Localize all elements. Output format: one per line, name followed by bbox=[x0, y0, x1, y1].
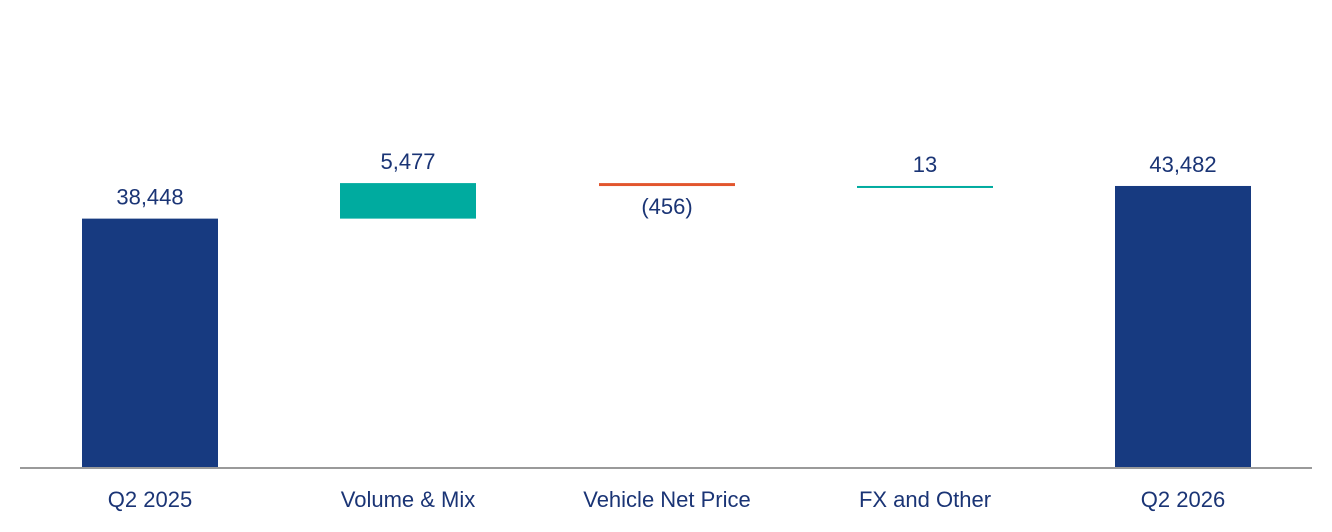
value-label-fx-and-other: 13 bbox=[913, 152, 937, 177]
bars-layer bbox=[82, 183, 1251, 468]
category-label-volume-mix: Volume & Mix bbox=[341, 487, 476, 512]
category-label-fx-and-other: FX and Other bbox=[859, 487, 991, 512]
value-label-vehicle-net-price: (456) bbox=[641, 194, 692, 219]
value-labels-layer: 38,448 5,477 (456) 13 43,482 bbox=[116, 149, 1216, 219]
category-label-q2-2026: Q2 2026 bbox=[1141, 487, 1225, 512]
category-label-vehicle-net-price: Vehicle Net Price bbox=[583, 487, 751, 512]
category-labels-layer: Q2 2025 Volume & Mix Vehicle Net Price F… bbox=[108, 487, 1225, 512]
value-label-volume-mix: 5,477 bbox=[380, 149, 435, 174]
category-label-q2-2025: Q2 2025 bbox=[108, 487, 192, 512]
bar-q2-2026 bbox=[1115, 185, 1251, 468]
bar-volume-mix bbox=[340, 183, 476, 219]
value-label-q2-2026: 43,482 bbox=[1149, 152, 1216, 177]
bar-fx-and-other bbox=[857, 185, 993, 188]
bar-vehicle-net-price bbox=[599, 183, 735, 187]
value-label-q2-2025: 38,448 bbox=[116, 185, 183, 210]
bar-q2-2025 bbox=[82, 218, 218, 468]
